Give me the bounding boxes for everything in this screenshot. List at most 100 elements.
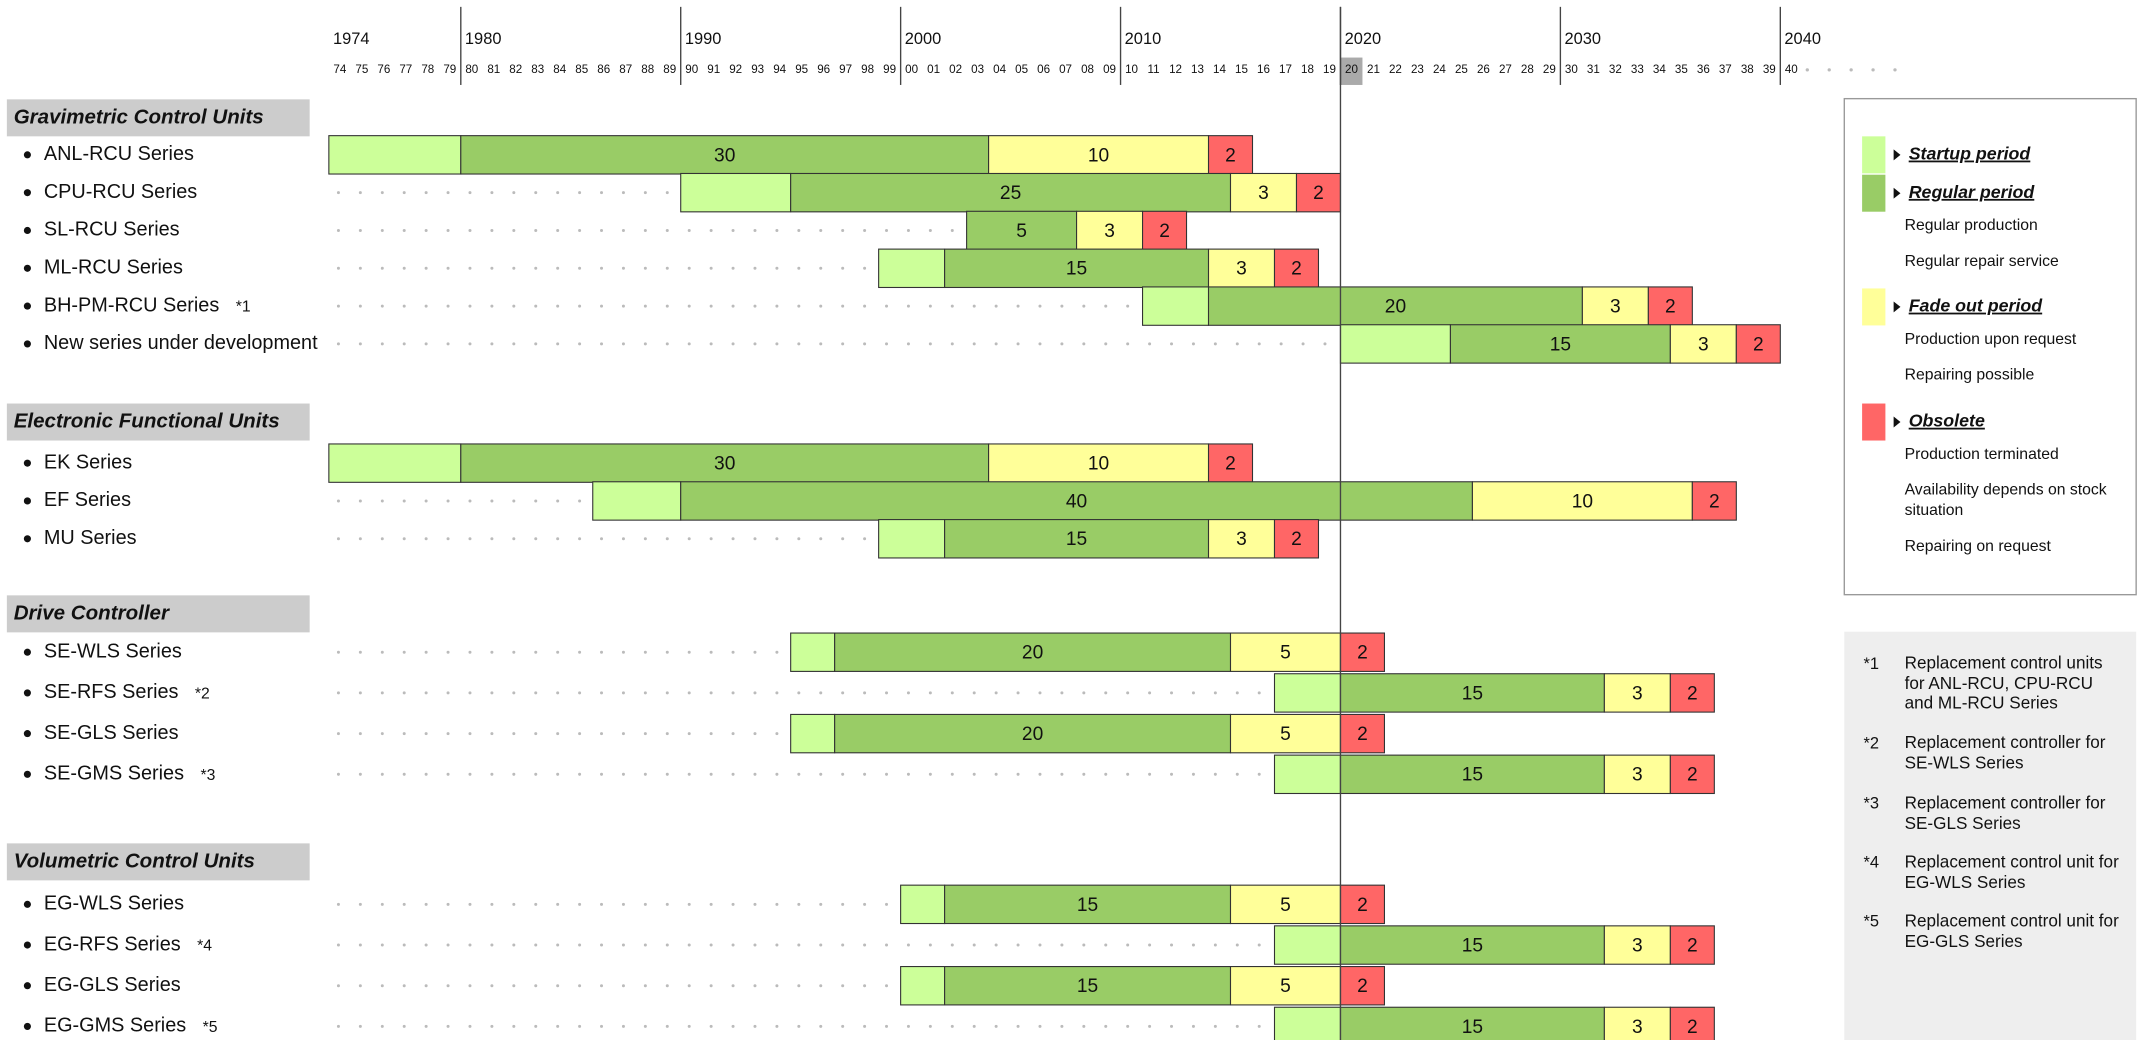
startup-segment	[593, 482, 681, 520]
fade-label: 3	[1104, 221, 1115, 242]
year-label: 01	[927, 63, 940, 76]
dot	[1828, 68, 1831, 71]
obsolete-label: 2	[1291, 259, 1302, 280]
startup-segment	[329, 136, 461, 174]
year-label: 39	[1763, 63, 1776, 76]
fade-label: 3	[1236, 259, 1247, 280]
regular-label: 15	[1462, 1017, 1483, 1038]
legend-label: Regular period	[1909, 182, 2036, 202]
legend-swatch	[1862, 136, 1885, 173]
fade-label: 3	[1610, 297, 1621, 318]
year-label: 33	[1631, 63, 1644, 76]
legend-notes-box: Production upon requestRepairing possibl…	[1905, 330, 2124, 386]
year-label: 29	[1543, 63, 1556, 76]
fade-label: 5	[1280, 895, 1291, 916]
row-name: MU Series	[44, 527, 137, 549]
footnote-text: Replacement control units for ANL-RCU, C…	[1905, 654, 2121, 714]
year-label: 07	[1059, 63, 1072, 76]
obsolete-label: 2	[1225, 454, 1236, 475]
year-label: 87	[619, 63, 632, 76]
fade-label: 3	[1632, 935, 1643, 956]
year-label: 14	[1213, 63, 1226, 76]
row-name: BH-PM-RCU Series	[44, 294, 220, 316]
bullet	[24, 730, 31, 737]
year-label: 26	[1477, 63, 1490, 76]
year-label: 99	[883, 63, 896, 76]
row-name: EG-WLS Series	[44, 893, 184, 915]
obsolete-label: 2	[1357, 895, 1368, 916]
year-label: 24	[1433, 63, 1446, 76]
year-label: 86	[597, 63, 610, 76]
year-label: 91	[707, 63, 720, 76]
year-label: 04	[993, 63, 1006, 76]
startup-segment	[1340, 325, 1450, 363]
decade-label: 2000	[905, 30, 942, 48]
row-name: ML-RCU Series	[44, 257, 183, 279]
year-label: 09	[1103, 63, 1116, 76]
year-label: 98	[861, 63, 874, 76]
legend-notes-box: Production terminatedAvailability depend…	[1905, 445, 2124, 557]
regular-label: 15	[1077, 895, 1098, 916]
year-label: 81	[487, 63, 500, 76]
bullet	[24, 151, 31, 158]
decade-label: 1974	[333, 30, 370, 48]
year-label: 18	[1301, 63, 1314, 76]
year-label: 83	[531, 63, 544, 76]
year-label: 78	[421, 63, 434, 76]
legend-note: Availability depends on stock situation	[1905, 481, 2124, 522]
footnote-text: Replacement control unit for EG-WLS Seri…	[1905, 852, 2121, 892]
footnote-mark: *3	[1863, 795, 1879, 813]
footnote-mark: *5	[1863, 912, 1879, 930]
year-label: 21	[1367, 63, 1380, 76]
row-note: *4	[197, 938, 212, 955]
fade-label: 3	[1236, 529, 1247, 550]
year-label: 22	[1389, 63, 1402, 76]
legend-swatch	[1862, 288, 1885, 325]
group-header: Gravimetric Control Units	[14, 105, 264, 128]
fade-label: 3	[1632, 765, 1643, 786]
footnote-text: Replacement controller for SE-WLS Series	[1905, 733, 2121, 773]
year-label: 19	[1323, 63, 1336, 76]
fade-label: 5	[1280, 724, 1291, 745]
legend-note: Regular production	[1905, 216, 2124, 237]
obsolete-label: 2	[1665, 297, 1676, 318]
regular-label: 20	[1385, 297, 1406, 318]
obsolete-label: 2	[1357, 724, 1368, 745]
bullet	[24, 460, 31, 467]
dot	[1893, 68, 1896, 71]
year-label: 85	[575, 63, 588, 76]
year-label: 77	[399, 63, 412, 76]
year-label: 12	[1169, 63, 1182, 76]
legend-note: Repairing on request	[1905, 537, 2124, 558]
row-name: EG-GLS Series	[44, 974, 181, 996]
row-name: SE-RFS Series	[44, 681, 179, 703]
bullet	[24, 941, 31, 948]
startup-segment	[1274, 1007, 1340, 1040]
page: { "timeline": { "decades": [1974, 1980, …	[0, 0, 2143, 1040]
year-label: 32	[1609, 63, 1622, 76]
year-label: 27	[1499, 63, 1512, 76]
year-label: 11	[1148, 63, 1160, 76]
regular-label: 25	[1000, 183, 1021, 204]
year-label: 15	[1235, 63, 1248, 76]
regular-label: 15	[1077, 976, 1098, 997]
footnote-mark: *4	[1863, 854, 1879, 872]
year-label: 38	[1741, 63, 1754, 76]
decade-label: 2030	[1564, 30, 1601, 48]
bullet	[24, 689, 31, 696]
bullet	[24, 535, 31, 542]
year-label: 95	[795, 63, 808, 76]
bullet	[24, 189, 31, 196]
bullet	[24, 982, 31, 989]
footnote-mark: *1	[1863, 655, 1879, 673]
row-note: *1	[236, 299, 251, 316]
year-label: 80	[465, 63, 478, 76]
startup-segment	[791, 714, 835, 752]
row-name: EG-GMS Series	[44, 1015, 186, 1037]
obsolete-label: 2	[1709, 491, 1720, 512]
bullet	[24, 303, 31, 310]
obsolete-label: 2	[1313, 183, 1324, 204]
regular-label: 40	[1066, 491, 1087, 512]
year-label: 23	[1411, 63, 1424, 76]
